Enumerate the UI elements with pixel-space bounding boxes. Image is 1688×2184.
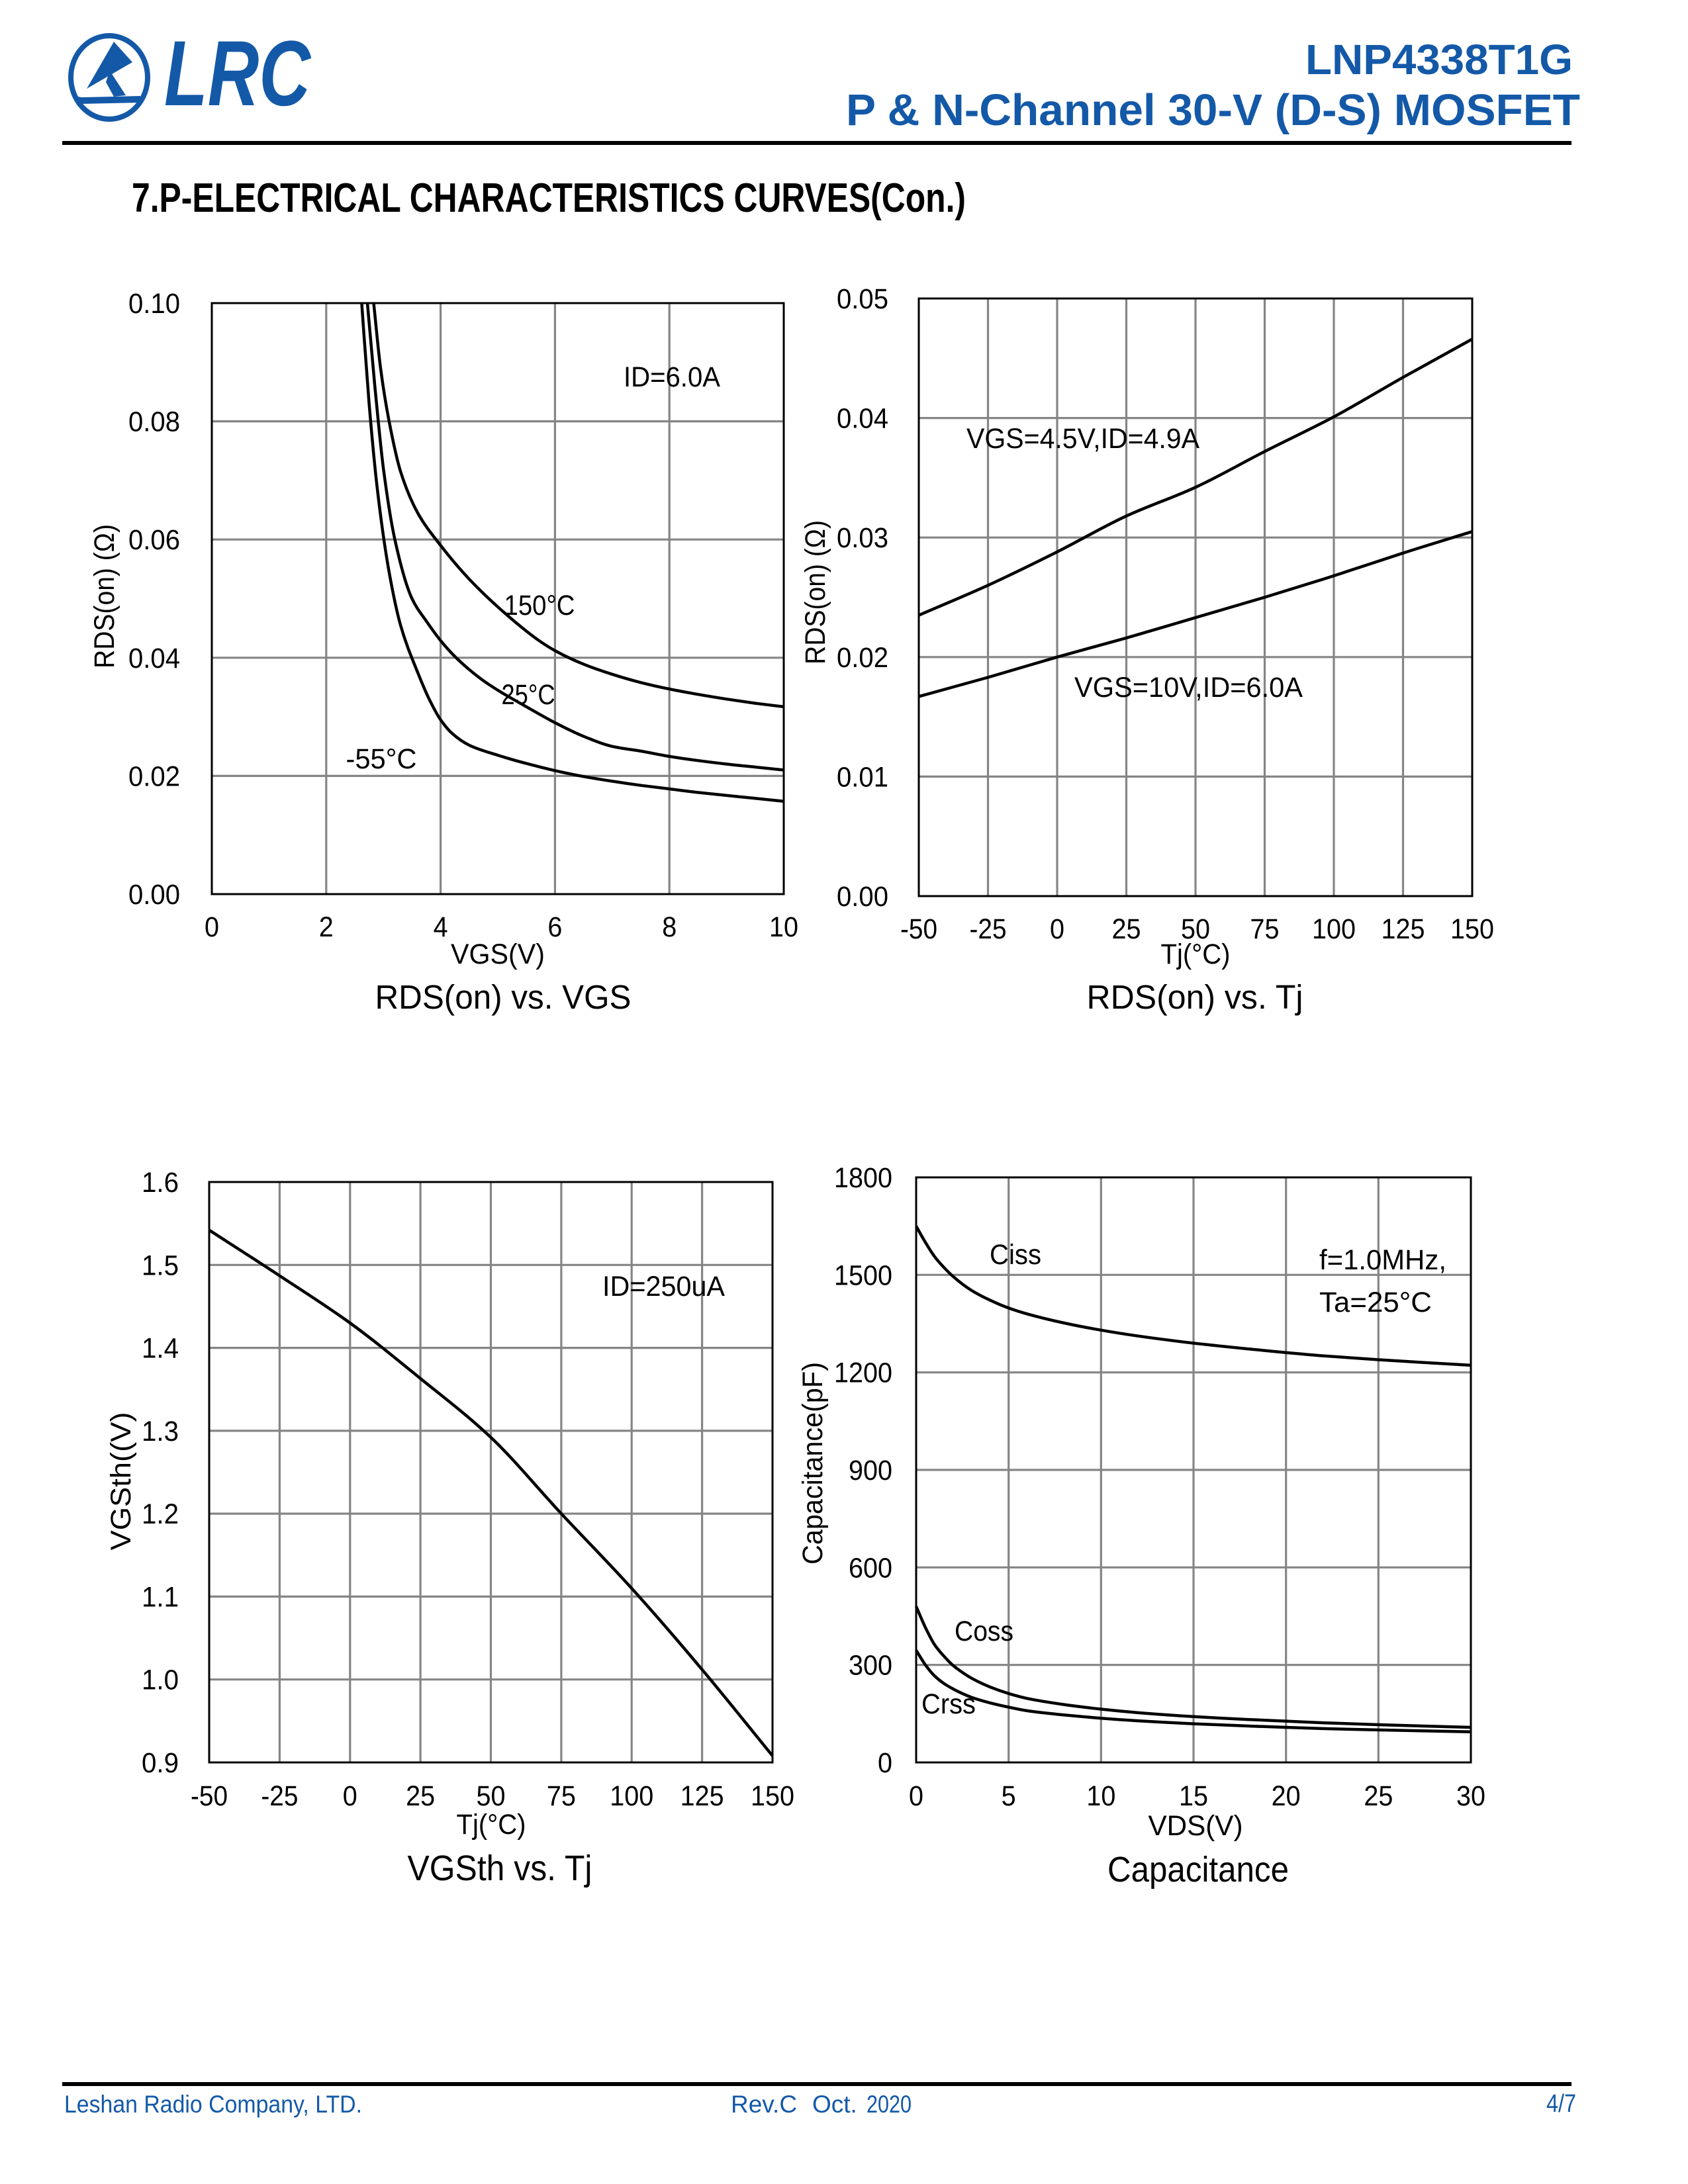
svg-text:0.9: 0.9 [142,1747,179,1779]
svg-text:Tj(°C): Tj(°C) [457,1809,526,1841]
svg-text:0.00: 0.00 [837,881,888,913]
svg-text:25°C: 25°C [502,679,555,711]
svg-text:4: 4 [434,911,448,943]
svg-text:0.10: 0.10 [128,288,180,320]
svg-text:1.1: 1.1 [142,1581,179,1613]
svg-text:VGSth((V): VGSth((V) [105,1412,137,1551]
svg-text:50: 50 [1181,913,1210,945]
svg-text:RDS(on) (Ω): RDS(on) (Ω) [89,524,120,668]
svg-text:1.5: 1.5 [142,1250,179,1281]
svg-text:4/7: 4/7 [1546,2090,1576,2118]
svg-text:6: 6 [547,911,562,943]
svg-text:900: 900 [849,1455,892,1486]
svg-text:10: 10 [769,911,798,943]
svg-text:7.P-ELECTRICAL CHARACTERISTICS: 7.P-ELECTRICAL CHARACTERISTICS CURVES(Co… [132,175,966,221]
svg-text:-25: -25 [261,1780,298,1812]
svg-text:Tj(°C): Tj(°C) [1161,938,1231,970]
svg-text:150°C: 150°C [504,590,575,621]
svg-text:Coss: Coss [955,1615,1013,1647]
svg-text:Crss: Crss [921,1688,976,1720]
svg-text:0.05: 0.05 [837,283,888,315]
svg-text:VDS(V): VDS(V) [1149,1810,1243,1842]
svg-text:25: 25 [406,1780,435,1812]
svg-text:125: 125 [680,1780,724,1812]
svg-text:Oct.: Oct. [812,2091,857,2118]
svg-text:25: 25 [1112,913,1141,945]
svg-text:LNP4338T1G: LNP4338T1G [1305,36,1573,83]
svg-text:P & N-Channel 30-V (D-S) MOSFE: P & N-Channel 30-V (D-S) MOSFET [846,85,1580,135]
svg-text:LRC: LRC [164,21,311,125]
svg-text:100: 100 [1312,913,1356,945]
svg-text:0.01: 0.01 [837,761,888,793]
svg-text:125: 125 [1382,913,1425,945]
svg-text:1.6: 1.6 [142,1167,179,1199]
svg-text:0: 0 [1050,913,1064,945]
svg-text:0: 0 [343,1780,357,1812]
svg-text:ID=250uA: ID=250uA [602,1271,725,1302]
svg-text:20: 20 [1272,1780,1301,1812]
svg-text:0.02: 0.02 [837,642,888,674]
svg-text:RDS(on) (Ω): RDS(on) (Ω) [800,520,831,664]
svg-text:Ciss: Ciss [990,1239,1041,1271]
svg-text:0: 0 [205,911,219,943]
svg-text:1500: 1500 [834,1259,892,1291]
svg-text:0.00: 0.00 [128,879,180,911]
svg-text:VGS=4.5V,ID=4.9A: VGS=4.5V,ID=4.9A [966,423,1199,455]
svg-text:1.2: 1.2 [142,1498,179,1530]
svg-text:f=1.0MHz,: f=1.0MHz, [1319,1244,1446,1276]
svg-text:0.08: 0.08 [128,406,180,438]
svg-text:1200: 1200 [834,1357,892,1389]
svg-text:0.03: 0.03 [837,522,888,554]
svg-text:VGS=10V,ID=6.0A: VGS=10V,ID=6.0A [1074,672,1303,704]
svg-text:Ta=25°C: Ta=25°C [1319,1287,1432,1318]
svg-text:Leshan Radio Company, LTD.: Leshan Radio Company, LTD. [64,2091,362,2118]
svg-text:2: 2 [319,911,334,943]
svg-text:0.04: 0.04 [128,643,180,674]
svg-text:0.02: 0.02 [128,760,180,792]
svg-text:1.3: 1.3 [142,1416,179,1447]
svg-text:0: 0 [909,1780,923,1812]
svg-text:600: 600 [849,1552,892,1584]
svg-text:1.0: 1.0 [142,1664,179,1696]
svg-text:RDS(on) vs. Tj: RDS(on) vs. Tj [1087,978,1303,1016]
svg-text:30: 30 [1456,1780,1485,1812]
svg-text:5: 5 [1002,1780,1016,1812]
svg-text:-50: -50 [191,1780,228,1812]
svg-text:Capacitance(pF): Capacitance(pF) [797,1362,829,1565]
svg-text:1800: 1800 [834,1162,892,1194]
svg-text:RDS(on) vs. VGS: RDS(on) vs. VGS [375,978,632,1016]
svg-text:10: 10 [1086,1780,1115,1812]
svg-text:-55°C: -55°C [346,743,417,775]
svg-text:75: 75 [1250,913,1280,945]
svg-text:50: 50 [477,1780,506,1812]
svg-text:VGSth vs. Tj: VGSth vs. Tj [408,1848,592,1888]
svg-text:-50: -50 [900,913,937,945]
svg-text:8: 8 [662,911,677,943]
svg-text:Capacitance: Capacitance [1107,1850,1289,1889]
svg-text:0.06: 0.06 [128,524,180,556]
svg-text:0.04: 0.04 [837,403,888,435]
svg-text:1.4: 1.4 [142,1333,179,1365]
svg-text:0: 0 [878,1747,892,1779]
svg-text:75: 75 [547,1780,576,1812]
svg-text:100: 100 [610,1780,653,1812]
svg-text:-25: -25 [970,913,1007,945]
svg-text:25: 25 [1364,1780,1393,1812]
svg-text:150: 150 [751,1780,794,1812]
svg-text:15: 15 [1179,1780,1208,1812]
svg-text:300: 300 [849,1650,892,1682]
svg-text:ID=6.0A: ID=6.0A [624,361,720,393]
svg-text:VGS(V): VGS(V) [451,938,545,970]
svg-text:2020: 2020 [867,2091,912,2118]
svg-text:150: 150 [1450,913,1494,945]
svg-text:Rev.C: Rev.C [731,2091,797,2118]
